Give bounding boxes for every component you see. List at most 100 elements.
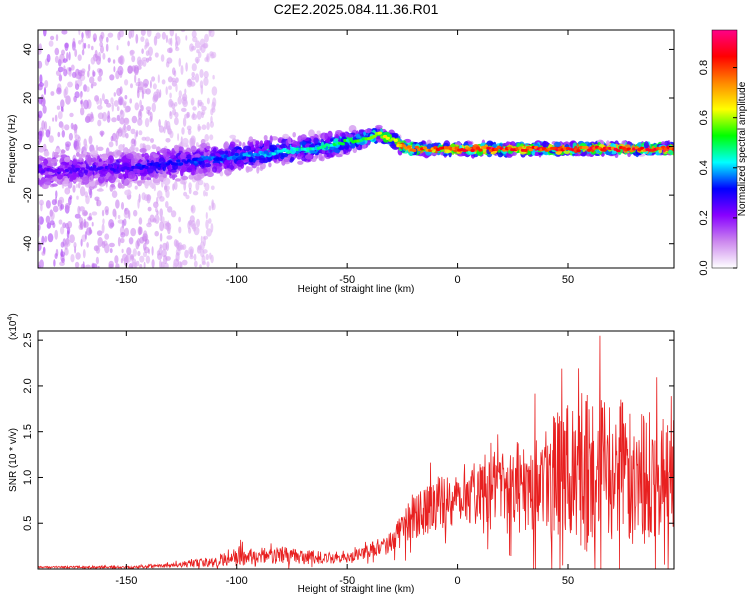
spectrogram-noise-cell	[192, 190, 199, 196]
spectrogram-cell	[346, 133, 354, 138]
spectrogram-noise-cell	[144, 38, 149, 48]
spectrogram-noise-cell	[161, 249, 167, 258]
spectrogram-y-tick-label: -20	[22, 187, 34, 203]
spectrogram-cell	[75, 152, 80, 157]
spectrogram-noise-cell	[38, 110, 43, 119]
spectrogram-noise-cell	[65, 95, 71, 105]
spectrogram-cell	[98, 158, 102, 162]
spectrogram-cell	[98, 176, 105, 184]
spectrogram-noise-cell	[53, 259, 56, 267]
spectrogram-noise-cell	[136, 260, 140, 267]
spectrogram-noise-cell	[180, 65, 184, 75]
spectrogram-noise-cell	[96, 230, 103, 237]
spectrogram-x-tick-label: -150	[115, 274, 137, 286]
spectrogram-noise-cell	[126, 124, 131, 132]
spectrogram-noise-cell	[101, 93, 105, 102]
spectrogram-noise-cell	[71, 41, 76, 51]
spectrogram-cell	[163, 177, 171, 186]
snr-x-ticks: -150 -100 -50 0 50	[115, 331, 574, 587]
spectrogram-noise-cell	[124, 79, 129, 86]
spectrogram-noise-cell	[57, 66, 64, 73]
spectrogram-noise-cell	[77, 139, 81, 150]
spectrogram-noise-cell	[116, 87, 122, 97]
spectrogram-noise-cell	[117, 214, 121, 220]
spectrogram-noise-cell	[137, 226, 142, 236]
spectrogram-noise-cell	[89, 188, 93, 199]
spectrogram-cell	[206, 167, 211, 173]
spectrogram-noise-cell	[111, 190, 118, 198]
spectrogram-noise-cell	[38, 84, 43, 91]
spectrogram-cell	[467, 141, 473, 145]
spectrogram-noise-cell	[200, 85, 204, 95]
spectrogram-noise-cell	[72, 185, 76, 193]
spectrogram-noise-cell	[210, 254, 214, 264]
spectrogram-noise-cell	[108, 242, 115, 248]
spectrogram-noise-cell	[169, 92, 172, 99]
spectrogram-cell	[189, 164, 196, 169]
spectrogram-cell	[64, 177, 70, 184]
spectrogram-noise-cell	[172, 183, 175, 191]
spectrogram-noise-cell	[193, 260, 198, 268]
spectrogram-ridge-cell	[616, 149, 621, 153]
spectrogram-ridge-cell	[523, 148, 528, 152]
spectrogram-noise-cell	[83, 218, 87, 229]
spectrogram-ridge-cell	[176, 159, 181, 163]
spectrogram-cell	[212, 166, 217, 173]
spectrogram-ridge-cell	[494, 147, 499, 152]
spectrogram-noise-cell	[191, 113, 198, 121]
spectrogram-cell	[146, 177, 152, 181]
spectrogram-noise-cell	[141, 57, 148, 62]
colorbar-tick-label: 0.4	[698, 160, 710, 175]
spectrogram-noise-cell	[188, 227, 192, 234]
spectrogram-noise-cell	[90, 111, 94, 120]
spectrogram-noise-cell	[153, 35, 158, 46]
spectrogram-noise-cell	[50, 91, 55, 96]
spectrogram-noise-cell	[205, 191, 208, 197]
spectrogram-cell	[318, 153, 323, 161]
spectrogram-noise-cell	[196, 110, 202, 120]
spectrogram-noise-cell	[150, 111, 153, 122]
spectrogram-noise-cell	[110, 135, 114, 142]
spectrogram-noise-cell	[184, 249, 189, 259]
spectrogram-noise-cell	[140, 36, 145, 42]
spectrogram-noise-cell	[113, 66, 116, 73]
spectrogram-noise-cell	[160, 261, 165, 268]
spectrogram-noise-cell	[108, 260, 114, 268]
spectrogram-cell	[212, 162, 220, 167]
spectrogram-noise-cell	[165, 86, 168, 95]
spectrogram-noise-cell	[201, 105, 207, 111]
spectrogram-noise-cell	[152, 83, 157, 90]
spectrogram-noise-cell	[135, 147, 139, 152]
snr-x-tick-label: -50	[339, 575, 355, 587]
spectrogram-noise-cell	[120, 109, 123, 115]
spectrogram-cell	[431, 143, 439, 148]
spectrogram-noise-cell	[141, 89, 144, 100]
spectrogram-noise-cell	[60, 251, 66, 258]
spectrogram-cell	[210, 153, 216, 157]
spectrogram-cell	[204, 159, 209, 163]
spectrogram-noise-cell	[191, 45, 196, 51]
spectrogram-cell	[327, 130, 333, 139]
spectrogram-noise-cell	[152, 218, 157, 223]
spectrogram-noise-cell	[154, 230, 159, 237]
spectrogram-ridge-cell	[237, 156, 242, 160]
spectrogram-noise-cell	[60, 106, 63, 112]
spectrogram-cell	[143, 152, 150, 160]
spectrogram-cell	[355, 133, 361, 139]
spectrogram-noise-cell	[60, 241, 65, 248]
spectrogram-noise-cell	[130, 30, 135, 38]
spectrogram-noise-cell	[70, 254, 75, 263]
spectrogram-cell	[238, 141, 242, 147]
spectrogram-noise-cell	[133, 64, 139, 74]
spectrogram-cell	[54, 154, 60, 158]
spectrogram-noise-cell	[183, 191, 188, 197]
spectrogram-cell	[299, 141, 307, 146]
colorbar-gradient	[711, 29, 738, 269]
spectrogram-noise-cell	[157, 253, 163, 260]
spectrogram-noise-cell	[80, 107, 85, 116]
spectrogram-cell	[219, 171, 224, 177]
spectrogram-noise-cell	[208, 218, 212, 224]
spectrogram-cell	[223, 141, 230, 150]
spectrogram-noise-cell	[50, 211, 55, 221]
spectrogram-noise-cell	[69, 112, 74, 118]
